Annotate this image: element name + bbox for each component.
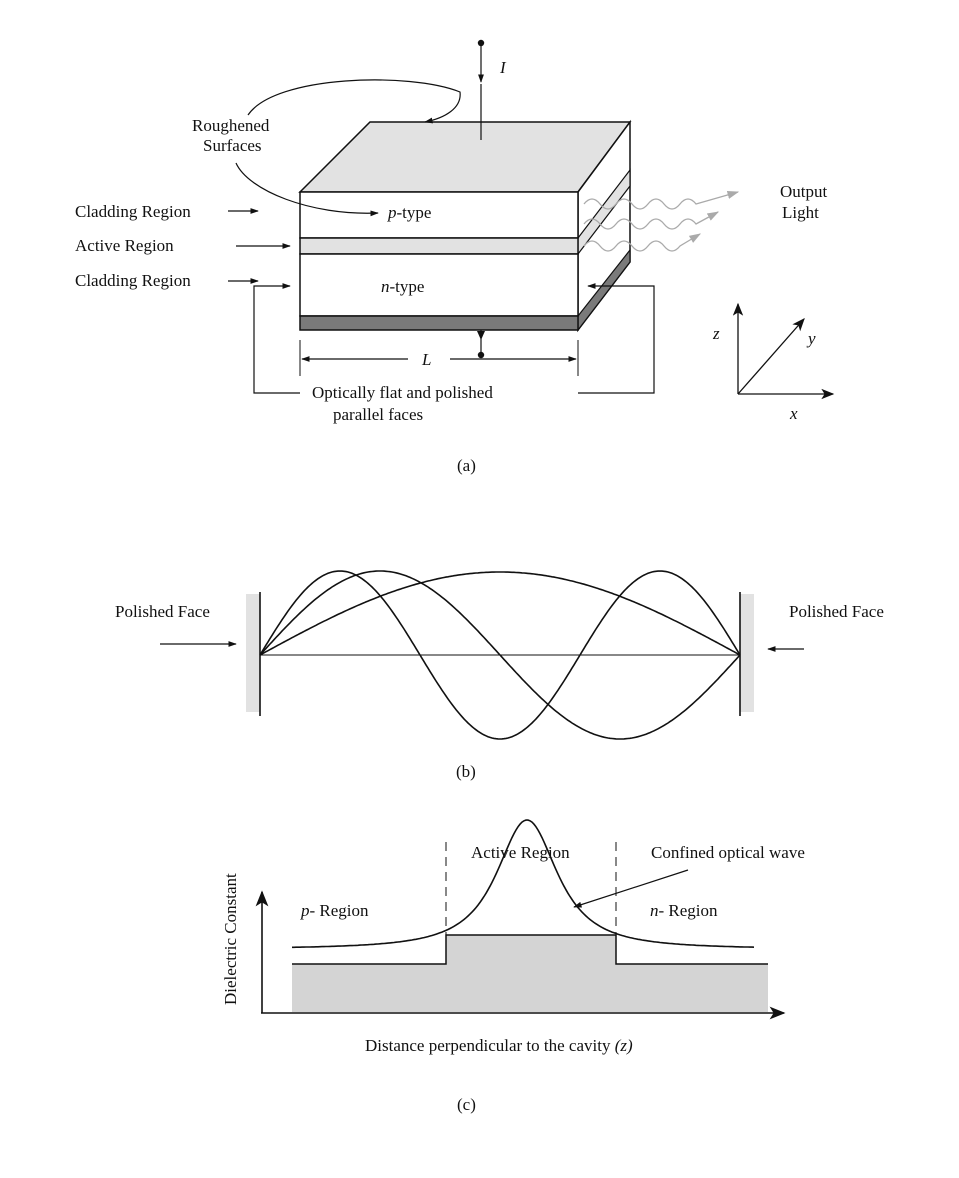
left-mirror-shading (246, 594, 260, 712)
dielectric-profile-fill (292, 935, 768, 1012)
current-label: I (499, 58, 507, 77)
output-light-waves (583, 190, 740, 252)
panel-a-caption: (a) (457, 456, 476, 475)
output-wave-1 (583, 190, 740, 210)
c-y-axis-label: Dielectric Constant (221, 873, 240, 1005)
roughened-arrow-side (235, 162, 379, 217)
coordinate-axes: z y x (712, 302, 835, 423)
length-label: L (421, 350, 431, 369)
y-axis (737, 318, 805, 395)
substrate-layer (299, 315, 579, 331)
panel-a: I Roughened Surfaces p-type n-type Cladd… (75, 39, 835, 475)
mode-3-wave (259, 570, 741, 740)
top-contact-dot (477, 39, 485, 47)
standing-waves (259, 570, 741, 740)
cladding-top-label: Cladding Region (75, 202, 191, 221)
confined-wave-arrow (573, 869, 689, 908)
right-polished-face-label: Polished Face (789, 602, 884, 621)
c-x-axis-label: Distance perpendicular to the cavity (z) (365, 1036, 633, 1055)
c-active-region-label: Active Region (471, 843, 570, 862)
panel-c-caption: (c) (457, 1095, 476, 1114)
faces-label-line1: Optically flat and polished (312, 383, 493, 402)
bottom-contact-dot (477, 351, 485, 359)
axis-y-label: y (806, 329, 816, 348)
p-region-label: p- Region (300, 901, 369, 920)
output-wave-2 (583, 211, 720, 230)
p-type-label: p-type (387, 203, 431, 222)
faces-bracket-left (253, 283, 300, 394)
dielectric-profile-line (292, 934, 768, 965)
output-wave-3 (583, 233, 702, 252)
confined-wave-label: Confined optical wave (651, 843, 805, 862)
axis-x-label: x (789, 404, 798, 423)
roughened-label-line1: Roughened (192, 116, 270, 135)
panel-c: Active Region Confined optical wave p- R… (221, 819, 805, 1114)
panel-b: Polished Face Polished Face (b) (115, 570, 884, 781)
output-label-line1: Output (780, 182, 828, 201)
active-region-label: Active Region (75, 236, 174, 255)
panel-b-caption: (b) (456, 762, 476, 781)
n-type-label: n-type (381, 277, 424, 296)
n-region-label: n- Region (650, 901, 718, 920)
faces-label-line2: parallel faces (333, 405, 423, 424)
output-label-line2: Light (782, 203, 819, 222)
roughened-label-line2: Surfaces (203, 136, 262, 155)
active-layer (299, 237, 579, 255)
left-polished-face-label: Polished Face (115, 602, 210, 621)
p-cladding-layer (299, 191, 579, 239)
axis-z-label: z (712, 324, 720, 343)
cladding-bottom-label: Cladding Region (75, 271, 191, 290)
roughened-arrow-top (247, 79, 461, 124)
confined-optical-wave (292, 819, 755, 949)
mode-1-wave (259, 571, 741, 656)
faces-bracket-right (578, 283, 655, 394)
chip-top-face (298, 121, 632, 193)
n-cladding-layer (299, 253, 579, 317)
right-mirror-shading (740, 594, 754, 712)
mode-2-wave (259, 570, 741, 740)
